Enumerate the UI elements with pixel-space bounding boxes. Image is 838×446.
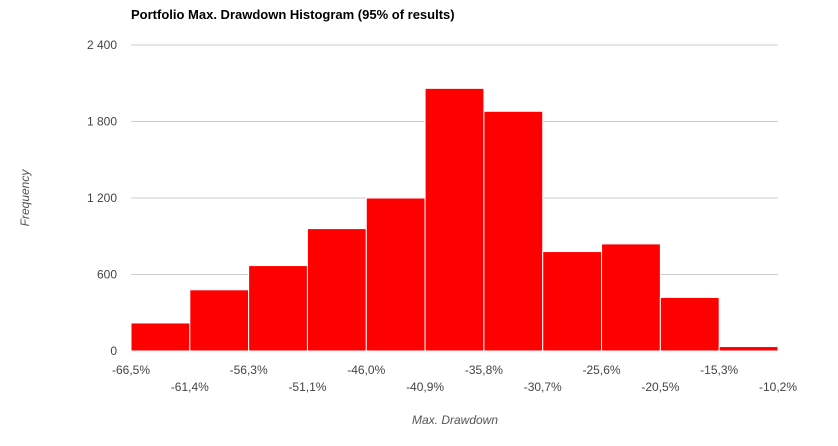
x-tick-label: -51,1%	[288, 380, 326, 394]
histogram-bar[interactable]	[542, 251, 603, 352]
histogram-bar[interactable]	[130, 322, 191, 352]
y-tick-label: 600	[97, 268, 117, 282]
y-tick-label: 1 200	[87, 191, 117, 205]
x-tick-label: -61,4%	[171, 380, 209, 394]
y-tick-label: 2 400	[87, 38, 117, 52]
x-tick-label: -25,6%	[583, 363, 621, 377]
x-tick-label: -35,8%	[465, 363, 503, 377]
histogram-bar[interactable]	[424, 87, 485, 352]
histogram-bar[interactable]	[189, 289, 250, 352]
x-tick-label: -30,7%	[524, 380, 562, 394]
x-tick-label: -66,5%	[112, 363, 150, 377]
histogram-bar[interactable]	[601, 243, 661, 352]
x-axis-title: Max. Drawdown	[412, 413, 498, 427]
x-tick-label: -15,3%	[700, 363, 738, 377]
x-tick-label: -56,3%	[230, 363, 268, 377]
histogram-bar[interactable]	[365, 197, 426, 352]
histogram-bar[interactable]	[306, 228, 367, 352]
histogram-bar[interactable]	[718, 346, 779, 352]
histogram-bar[interactable]	[483, 110, 544, 352]
histogram-bar[interactable]	[248, 265, 308, 352]
chart-title: Portfolio Max. Drawdown Histogram (95% o…	[131, 7, 455, 22]
y-tick-label: 1 800	[87, 115, 117, 129]
histogram-bars	[130, 87, 779, 352]
x-tick-label: -10,2%	[759, 380, 797, 394]
x-tick-label: -46,0%	[347, 363, 385, 377]
x-axis-ticks: -66,5% -61,4% -56,3% -51,1% -46,0% -40,9% -35,…	[112, 363, 797, 394]
y-axis-ticks: 0 600 1 200 1 800 2 400	[87, 38, 117, 358]
x-tick-label: -40,9%	[406, 380, 444, 394]
x-tick-label: -20,5%	[641, 380, 679, 394]
y-tick-label: 0	[110, 344, 117, 358]
histogram-bar[interactable]	[659, 296, 720, 352]
y-axis-title: Frequency	[18, 169, 32, 227]
